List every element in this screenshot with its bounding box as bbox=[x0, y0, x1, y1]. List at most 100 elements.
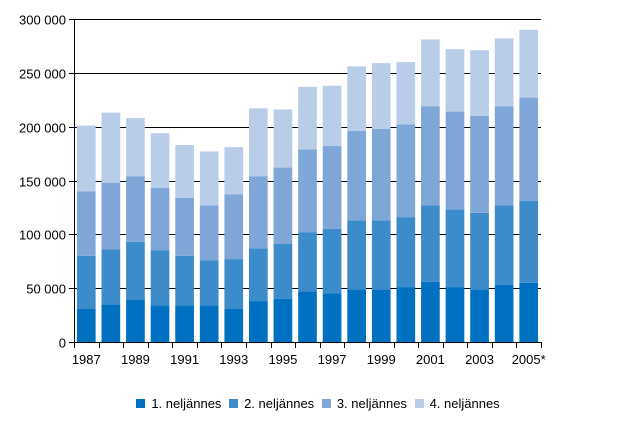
x-tick-label: 1999 bbox=[367, 352, 396, 367]
x-tick-label: 2001 bbox=[416, 352, 445, 367]
bar-segment bbox=[371, 220, 391, 290]
x-tick-labels: 1987 1989 1991 1993 1995 1997 1999 2001 2003 2005… bbox=[72, 352, 546, 367]
x-tick-label: 2005* bbox=[512, 352, 546, 367]
legend-label: 1. neljännes bbox=[151, 396, 222, 411]
bar-segment bbox=[421, 281, 440, 342]
x-tick-label: 1991 bbox=[170, 352, 199, 367]
bar-segment bbox=[224, 194, 244, 260]
bar-segment bbox=[101, 304, 121, 342]
bar-segment bbox=[470, 212, 489, 290]
legend-label: 4. neljännes bbox=[429, 396, 500, 411]
bar-segment bbox=[199, 305, 219, 342]
legend-swatch bbox=[136, 399, 146, 408]
x-tick-label: 1995 bbox=[268, 352, 297, 367]
bar-segment bbox=[494, 205, 514, 285]
bar-segment bbox=[298, 149, 317, 233]
bar-segment bbox=[126, 300, 145, 342]
bar-segment bbox=[126, 241, 145, 301]
bar-segment bbox=[126, 176, 145, 242]
y-tick-label: 200 000 bbox=[19, 121, 66, 136]
bar-segment bbox=[175, 144, 194, 198]
legend-item: 3. neljännes bbox=[321, 396, 407, 411]
legend-item: 4. neljännes bbox=[414, 396, 500, 411]
bars bbox=[76, 29, 539, 342]
x-tick-label: 1987 bbox=[72, 352, 101, 367]
y-tick-label: 100 000 bbox=[19, 228, 66, 243]
legend: 1. neljännes 2. neljännes 3. neljännes 4… bbox=[0, 396, 636, 411]
legend-item: 1. neljännes bbox=[136, 396, 221, 411]
bar-segment bbox=[298, 86, 317, 150]
legend-label: 2. neljännes bbox=[244, 396, 315, 411]
bar-segment bbox=[519, 97, 539, 201]
bar-segment bbox=[101, 249, 121, 305]
x-tick-label: 2003 bbox=[465, 352, 494, 367]
bar-segment bbox=[470, 115, 489, 213]
bar-segment bbox=[76, 125, 96, 192]
bar-segment bbox=[101, 112, 121, 183]
bar-segment bbox=[470, 50, 489, 116]
bar-segment bbox=[273, 109, 293, 168]
bar-segment bbox=[101, 182, 121, 250]
bar-segment bbox=[126, 118, 145, 177]
bar-segment bbox=[175, 305, 194, 342]
y-tick-label: 300 000 bbox=[19, 13, 66, 28]
bar-segment bbox=[273, 167, 293, 245]
bar-segment bbox=[445, 287, 465, 342]
legend-item: 2. neljännes bbox=[229, 396, 314, 411]
bar-segment bbox=[396, 217, 416, 288]
bar-segment bbox=[494, 38, 514, 107]
bar-segment bbox=[421, 39, 440, 107]
bar-segment bbox=[273, 298, 293, 342]
bar-segment bbox=[396, 62, 416, 125]
bar-segment bbox=[347, 289, 366, 342]
bar-segment bbox=[494, 106, 514, 206]
bar-segment bbox=[199, 260, 219, 306]
bar-segment bbox=[150, 250, 170, 306]
bar-segment bbox=[371, 63, 391, 129]
bar-segment bbox=[519, 29, 539, 98]
bar-segment bbox=[396, 124, 416, 218]
bar-segment bbox=[150, 305, 170, 342]
bar-segment bbox=[347, 66, 366, 131]
bar-segment bbox=[175, 255, 194, 306]
bar-segment bbox=[76, 255, 96, 309]
x-tick-label: 1993 bbox=[219, 352, 248, 367]
bar-segment bbox=[249, 108, 268, 177]
bar-segment bbox=[76, 308, 96, 342]
bar-segment bbox=[371, 128, 391, 221]
bar-segment bbox=[199, 205, 219, 261]
bar-segment bbox=[322, 293, 342, 342]
legend-label: 3. neljännes bbox=[336, 396, 407, 411]
bar-segment bbox=[249, 176, 268, 249]
y-tick-label: 50 000 bbox=[26, 282, 66, 297]
bar-segment bbox=[445, 49, 465, 112]
bar-segment bbox=[396, 287, 416, 342]
bar-segment bbox=[150, 188, 170, 251]
x-tick-label: 1989 bbox=[121, 352, 150, 367]
bar-segment bbox=[347, 130, 366, 221]
bar-segment bbox=[322, 85, 342, 147]
bar-segment bbox=[322, 146, 342, 229]
bar-segment bbox=[224, 147, 244, 195]
bar-segment bbox=[445, 209, 465, 288]
bar-segment bbox=[298, 232, 317, 292]
y-tick-labels: 0 50 000 100 000 150 000 200 000 250 000 300 0… bbox=[19, 13, 66, 351]
y-tick-label: 0 bbox=[59, 336, 66, 351]
bar-segment bbox=[519, 200, 539, 283]
bar-segment bbox=[150, 133, 170, 189]
bar-segment bbox=[175, 197, 194, 256]
bar-segment bbox=[76, 191, 96, 256]
legend-swatch bbox=[229, 399, 239, 408]
y-tick-label: 150 000 bbox=[19, 175, 66, 190]
bar-segment bbox=[347, 220, 366, 290]
bar-segment bbox=[494, 284, 514, 342]
bar-segment bbox=[199, 151, 219, 206]
bar-segment bbox=[224, 259, 244, 309]
bar-segment bbox=[421, 106, 440, 206]
axes bbox=[69, 19, 542, 348]
bar-segment bbox=[298, 291, 317, 342]
bar-segment bbox=[249, 248, 268, 302]
bar-segment bbox=[470, 289, 489, 342]
y-tick-label: 250 000 bbox=[19, 67, 66, 82]
